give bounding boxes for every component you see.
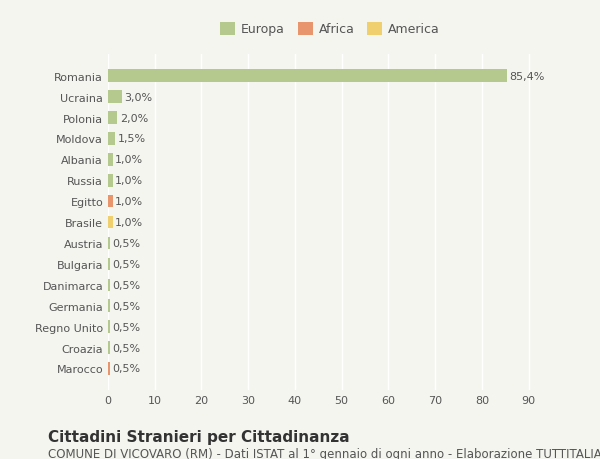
Bar xyxy=(108,112,118,124)
Bar xyxy=(108,216,113,229)
Bar xyxy=(108,321,110,333)
Bar xyxy=(108,196,113,208)
Text: Cittadini Stranieri per Cittadinanza: Cittadini Stranieri per Cittadinanza xyxy=(48,429,350,444)
Text: 1,0%: 1,0% xyxy=(115,197,143,207)
Text: 1,0%: 1,0% xyxy=(115,176,143,186)
Text: 0,5%: 0,5% xyxy=(113,343,141,353)
Bar xyxy=(108,70,507,83)
Text: 1,0%: 1,0% xyxy=(115,155,143,165)
Text: 0,5%: 0,5% xyxy=(113,239,141,248)
Text: 0,5%: 0,5% xyxy=(113,280,141,290)
Bar xyxy=(108,154,113,166)
Legend: Europa, Africa, America: Europa, Africa, America xyxy=(215,18,445,41)
Text: 0,5%: 0,5% xyxy=(113,301,141,311)
Bar xyxy=(108,237,110,250)
Text: 2,0%: 2,0% xyxy=(119,113,148,123)
Bar xyxy=(108,279,110,291)
Text: 0,5%: 0,5% xyxy=(113,322,141,332)
Text: 3,0%: 3,0% xyxy=(124,92,152,102)
Text: 0,5%: 0,5% xyxy=(113,364,141,374)
Text: 1,5%: 1,5% xyxy=(118,134,145,144)
Text: 1,0%: 1,0% xyxy=(115,218,143,228)
Text: 85,4%: 85,4% xyxy=(509,72,545,82)
Bar xyxy=(108,363,110,375)
Bar xyxy=(108,341,110,354)
Bar xyxy=(108,258,110,271)
Bar xyxy=(108,174,113,187)
Text: COMUNE DI VICOVARO (RM) - Dati ISTAT al 1° gennaio di ogni anno - Elaborazione T: COMUNE DI VICOVARO (RM) - Dati ISTAT al … xyxy=(48,448,600,459)
Text: 0,5%: 0,5% xyxy=(113,259,141,269)
Bar xyxy=(108,91,122,104)
Bar xyxy=(108,133,115,146)
Bar xyxy=(108,300,110,312)
